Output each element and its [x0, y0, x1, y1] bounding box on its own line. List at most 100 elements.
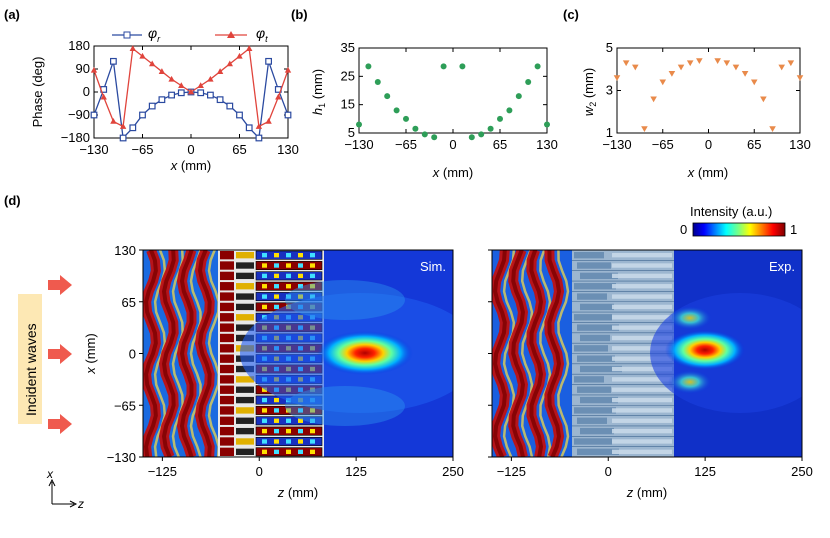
w2-point: [696, 58, 703, 65]
h1-point: [384, 93, 391, 100]
panel-label-d: (d): [4, 193, 21, 208]
meta-cell-dot: [274, 428, 279, 434]
panel-label-c: (c): [563, 7, 579, 22]
meta-cell-dot: [274, 304, 279, 310]
wave-edge: [171, 250, 184, 457]
phi-t-point: [158, 68, 166, 74]
x-tick-label: 125: [694, 464, 716, 479]
meta-cell-stub: [236, 417, 254, 424]
x-tick-label: −125: [148, 464, 177, 479]
w2-point: [714, 58, 721, 65]
phi-r-point: [139, 111, 146, 119]
meta-cell-dot: [274, 273, 279, 279]
wave-core: [547, 250, 562, 457]
meta-cell-stub: [236, 252, 254, 259]
meta-cell-stub: [236, 262, 254, 269]
phi-r-point: [177, 89, 185, 97]
phi-r-point: [119, 134, 127, 142]
h1-point: [374, 79, 381, 85]
colorbar-max: 1: [790, 222, 797, 237]
meta-cell-dot: [262, 418, 267, 423]
meta-cell-stub: [236, 407, 254, 414]
meta-cell-dot: [310, 294, 315, 299]
meta-cell-dot: [310, 284, 315, 289]
x-tick-label: −65: [652, 137, 674, 152]
y-tick-label: 35: [341, 40, 355, 55]
axes-indicator: x z: [46, 467, 84, 511]
legend-marker-phi-r: [123, 31, 131, 39]
meta-cell-left: [220, 271, 234, 281]
meta-cell-stub: [236, 314, 254, 321]
x-tick-label: 250: [442, 464, 464, 479]
meta-cell-dot: [298, 449, 303, 454]
phi-r-point: [216, 96, 224, 104]
photo-cell-body: [612, 387, 672, 392]
heatmap-exp: [492, 250, 802, 457]
meta-cell-dot: [298, 263, 303, 268]
w2-point: [677, 64, 685, 71]
y-tick-label: 15: [341, 97, 355, 112]
y-axis-label: Phase (deg): [30, 57, 45, 128]
wave-core: [529, 250, 544, 457]
meta-cell-left: [220, 261, 234, 270]
phi-t-point: [255, 123, 263, 129]
meta-cell-left: [220, 437, 234, 446]
meta-cell-left: [220, 385, 234, 394]
h1-point: [440, 63, 447, 70]
photo-cell: [580, 396, 618, 404]
meta-cell-dot: [286, 294, 291, 299]
phi-r-point: [129, 124, 137, 132]
y-tick-label: 130: [114, 243, 136, 258]
photo-cell-body: [612, 428, 672, 434]
x-tick-label: −125: [497, 464, 526, 479]
phi-r-point: [197, 89, 205, 97]
colorbar: [692, 222, 786, 237]
meta-cell-dot: [310, 263, 315, 268]
x-tick-label: 0: [449, 137, 456, 152]
y-tick-label: 5: [348, 125, 355, 140]
x-tick-label: 0: [705, 137, 712, 152]
wave-edge: [502, 250, 516, 457]
photo-cell: [577, 386, 611, 393]
w2-point: [622, 60, 630, 67]
photo-cell: [577, 262, 611, 269]
x-tick-label: 125: [345, 464, 367, 479]
meta-cell-dot: [286, 284, 291, 289]
y-axis-label: w2 (mm): [581, 68, 598, 116]
meta-cell-left: [220, 426, 234, 436]
y-tick-label: 0: [129, 347, 136, 362]
phi-t-point: [149, 60, 156, 67]
x-tick-label: 65: [493, 137, 507, 152]
meta-cell-dot: [262, 304, 267, 310]
meta-cell-stub: [236, 396, 254, 404]
wave-core: [197, 250, 212, 457]
meta-cell-stub: [236, 324, 254, 331]
meta-cell-dot: [262, 294, 267, 299]
meta-cell-dot: [298, 428, 303, 434]
w2-point: [650, 96, 657, 103]
x-tick-label: 250: [791, 464, 813, 479]
heatmap-sim: [143, 250, 453, 457]
w2-point: [659, 79, 667, 86]
meta-cell-left: [220, 364, 234, 374]
meta-cell-dot: [274, 253, 279, 258]
phi-t-point: [284, 66, 292, 73]
h1-point: [525, 79, 532, 85]
meta-cell-dot: [274, 439, 279, 444]
meta-cell-dot: [262, 284, 267, 289]
colorbar-title: Intensity (a.u.): [690, 204, 772, 219]
photo-cell-body: [612, 273, 672, 279]
phi-t-point: [197, 82, 204, 89]
photo-cell: [580, 272, 618, 280]
meta-cell-dot: [262, 273, 267, 279]
phi-t-point: [129, 45, 136, 51]
meta-cell-left: [220, 333, 234, 343]
y-tick-label: 25: [341, 68, 355, 83]
x-axis-label: x (mm): [170, 158, 211, 173]
meta-cell-stub: [236, 448, 254, 455]
legend: φr φt: [112, 25, 268, 44]
meta-cell-dot: [274, 294, 279, 299]
photo-cell-body: [612, 284, 672, 289]
meta-cell-dot: [274, 397, 279, 403]
wave-core: [179, 250, 194, 457]
